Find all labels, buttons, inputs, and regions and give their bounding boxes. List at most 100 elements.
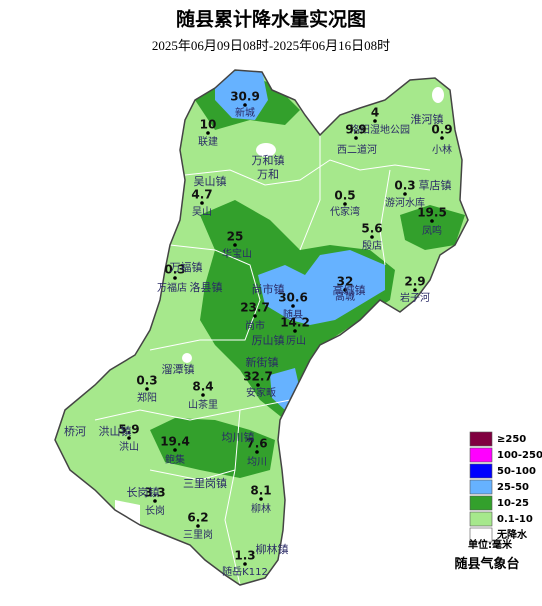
station-value: 30.9 (230, 90, 260, 104)
station-dot (243, 103, 247, 107)
station-dot (259, 497, 263, 501)
station-name: 柳林 (251, 502, 271, 515)
station-dot (233, 243, 237, 247)
station-value: 14.2 (280, 316, 310, 330)
county-outline (54, 69, 469, 586)
station-name: 岩子河 (400, 291, 430, 304)
border (184, 159, 431, 186)
station-dot (173, 276, 177, 280)
legend-label: 10-25 (497, 498, 529, 509)
station-dot (255, 450, 259, 454)
town-label: 新街镇 (246, 355, 279, 369)
agency: 随县气象台 (454, 556, 519, 571)
town-label: 桥河 (64, 425, 86, 438)
station-name: 长岗 (145, 505, 165, 517)
station-name: 华宝山 (222, 247, 252, 260)
legend-label: 50-100 (497, 466, 536, 477)
legend-swatch (469, 495, 493, 511)
class-none (256, 143, 276, 157)
station-dot (243, 562, 247, 566)
border (299, 135, 321, 251)
station-dot (196, 524, 200, 528)
station-value: 19.5 (417, 206, 447, 220)
town-label: 吴山镇 (194, 174, 227, 188)
class-blue (215, 70, 268, 120)
legend-label: 无降水 (496, 528, 528, 541)
station-dot (256, 383, 260, 387)
town-label: 万和镇 (252, 153, 285, 167)
town-label: 淮河镇 (411, 112, 444, 126)
station-name: 随县 (283, 308, 303, 321)
station-dot (440, 136, 444, 140)
town-label: 万福镇 (170, 260, 203, 274)
station-value: 9.9 (345, 123, 366, 137)
station-value: 25 (227, 230, 244, 244)
township-borders (94, 135, 431, 586)
station-dot (293, 329, 297, 333)
station-name: 三里岗 (183, 529, 213, 541)
legend-label: 100-250 (497, 450, 542, 461)
class-green (400, 205, 465, 250)
station-dot (291, 304, 295, 308)
legend-label: 25-50 (497, 482, 529, 493)
legend: ≥250 100-250 50-100 25-50 10-25 0.1-10 无降水 (469, 431, 542, 543)
station-dot (343, 288, 347, 292)
station-value: 23.7 (240, 301, 270, 315)
station-name: 联建 (198, 135, 218, 148)
map-title: 随县累计降水量实况图 (176, 8, 366, 31)
map-subtitle: 2025年06月09日08时-2025年06月16日08时 (152, 38, 390, 53)
station-dot (145, 387, 149, 391)
station-name: 洪山 (119, 441, 139, 453)
station-value: 8.1 (250, 484, 271, 498)
station-name: 厉山 (286, 335, 306, 347)
town-label: 高城镇 (333, 283, 366, 297)
station-value: 7.6 (246, 437, 267, 451)
class-blue (258, 250, 385, 325)
town-label: 万和 (257, 168, 279, 181)
station-name: 小林 (432, 143, 452, 156)
station-value: 0.3 (164, 263, 185, 277)
class-none (432, 87, 444, 103)
station-name: 鲍集 (165, 453, 185, 466)
station-dot (373, 119, 377, 123)
border (149, 244, 261, 351)
legend-swatch (469, 431, 493, 447)
legend-swatch (469, 479, 493, 495)
station-dot (206, 131, 210, 135)
station-name: 安家畈 (246, 386, 276, 399)
station-value: 5.6 (361, 222, 382, 236)
border (379, 169, 391, 266)
station-name: 郑阳 (137, 391, 157, 404)
station-dot (127, 436, 131, 440)
town-label: 溜潭镇 (162, 362, 195, 376)
station-dot (413, 288, 417, 292)
station-name: 吴山 (192, 206, 212, 218)
border (94, 399, 291, 421)
border (224, 409, 241, 586)
station-dot (253, 314, 257, 318)
station-name: 游河水库 (385, 196, 425, 209)
station-value: 30.6 (278, 291, 308, 305)
station-dot (343, 202, 347, 206)
station-dot (201, 393, 205, 397)
station-name: 万福店 (157, 281, 187, 294)
legend-label: ≥250 (497, 434, 526, 445)
station-value: 10 (200, 118, 217, 132)
station-name: 西二道河 (337, 143, 377, 156)
station-dot (403, 192, 407, 196)
station-name: 殷店 (362, 239, 382, 252)
station-name: 尚市 (245, 319, 265, 332)
legend-swatch (469, 527, 493, 543)
station-value: 0.5 (334, 189, 355, 203)
station-dot (354, 136, 358, 140)
station-dot (200, 201, 204, 205)
station-value: 6.2 (187, 511, 208, 525)
legend-swatch (469, 511, 493, 527)
station-dot (173, 448, 177, 452)
border (149, 469, 236, 481)
station-value: 5.9 (118, 423, 139, 437)
station-name: 洛阳湿地公园 (350, 123, 410, 136)
class-green (150, 418, 275, 478)
station-dot (153, 499, 157, 503)
